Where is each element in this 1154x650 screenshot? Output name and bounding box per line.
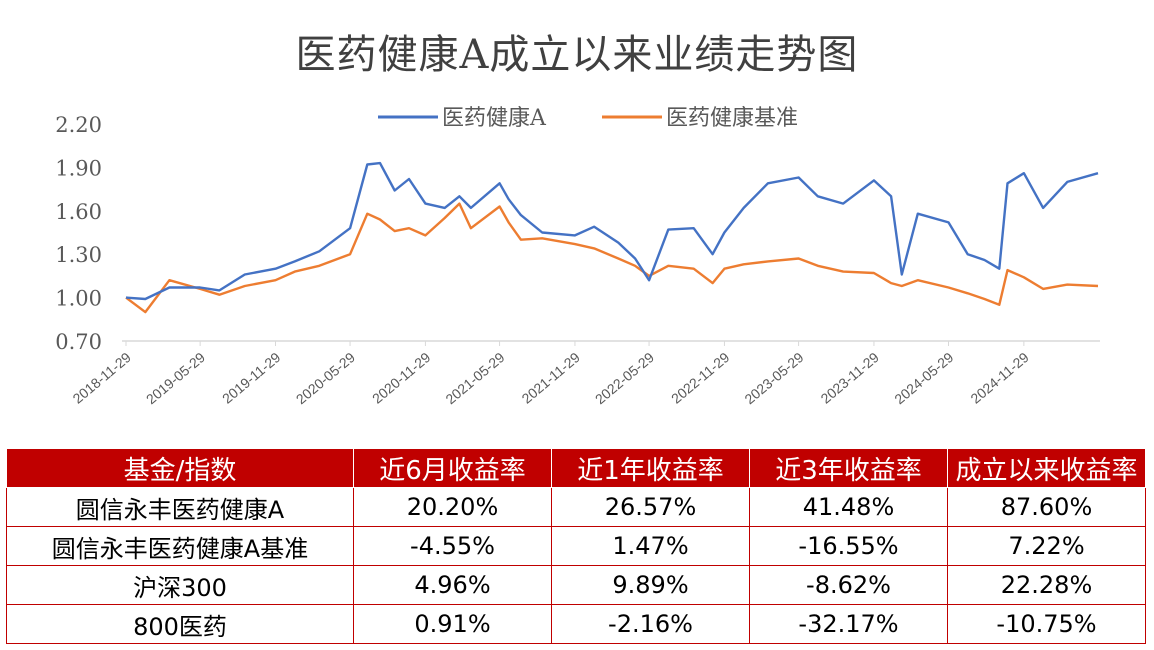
cell-name: 沪深300: [6, 565, 354, 605]
table-row: 圆信永丰医药健康A基准 -4.55% 1.47% -16.55% 7.22%: [6, 526, 1146, 566]
x-tick-label: 2020-05-29: [293, 349, 358, 407]
legend: 医药健康A 医药健康基准: [378, 106, 798, 131]
y-tick-label: 1.60: [55, 200, 102, 224]
cell-name: 圆信永丰医药健康A: [6, 487, 354, 527]
header-fund: 基金/指数: [6, 448, 354, 488]
cell-6m: 4.96%: [353, 565, 552, 605]
x-tick-label: 2019-11-29: [219, 349, 284, 407]
series-layer: [125, 161, 1099, 314]
cell-name: 800医药: [6, 604, 354, 644]
x-tick-label: 2022-05-29: [592, 349, 657, 407]
header-since-inception: 成立以来收益率: [947, 448, 1146, 488]
cell-since-inception: -10.75%: [947, 604, 1146, 644]
cell-since-inception: 7.22%: [947, 526, 1146, 566]
table-row: 800医药 0.91% -2.16% -32.17% -10.75%: [6, 604, 1146, 644]
cell-1y: -2.16%: [551, 604, 750, 644]
cell-since-inception: 22.28%: [947, 565, 1146, 605]
header-3y: 近3年收益率: [749, 448, 948, 488]
cell-3y: 41.48%: [749, 487, 948, 527]
x-tick-label: 2018-11-29: [70, 349, 135, 407]
cell-1y: 26.57%: [551, 487, 750, 527]
x-tick-label: 2022-11-29: [668, 349, 733, 407]
cell-1y: 1.47%: [551, 526, 750, 566]
x-tick-label: 2023-11-29: [818, 349, 883, 407]
x-tick-label: 2021-11-29: [519, 349, 584, 407]
series-line: [125, 161, 1099, 301]
y-tick-label: 1.30: [55, 243, 102, 267]
cell-6m: -4.55%: [353, 526, 552, 566]
legend-label: 医药健康A: [442, 106, 547, 131]
x-tick-label: 2021-05-29: [442, 349, 507, 407]
cell-name: 圆信永丰医药健康A基准: [6, 526, 354, 566]
legend-label: 医药健康基准: [666, 106, 798, 131]
cell-since-inception: 87.60%: [947, 487, 1146, 527]
chart-title: 医药健康A成立以来业绩走势图: [295, 32, 859, 78]
line-chart: 医药健康A 医药健康基准 0.70 1.00 1.30 1.60 1.90 2.20 201…: [55, 106, 1100, 407]
cell-3y: -32.17%: [749, 604, 948, 644]
x-tick-label: 2024-11-29: [967, 349, 1032, 407]
table-row: 沪深300 4.96% 9.89% -8.62% 22.28%: [6, 565, 1146, 605]
series-line: [125, 202, 1099, 314]
x-tick-label: 2023-05-29: [741, 349, 806, 407]
table-header-row: 基金/指数 近6月收益率 近1年收益率 近3年收益率 成立以来收益率: [6, 448, 1146, 488]
header-6m: 近6月收益率: [353, 448, 552, 488]
y-tick-label: 2.20: [55, 113, 102, 137]
x-tick-label: 2020-11-29: [369, 349, 434, 407]
cell-3y: -8.62%: [749, 565, 948, 605]
header-1y: 近1年收益率: [551, 448, 750, 488]
y-tick-label: 1.90: [55, 156, 102, 180]
table-row: 圆信永丰医药健康A 20.20% 26.57% 41.48% 87.60%: [6, 487, 1146, 527]
x-tick-label: 2024-05-29: [891, 349, 956, 407]
cell-3y: -16.55%: [749, 526, 948, 566]
y-axis: 0.70 1.00 1.30 1.60 1.90 2.20: [55, 113, 102, 354]
cell-6m: 20.20%: [353, 487, 552, 527]
y-tick-label: 0.70: [55, 330, 102, 354]
cell-1y: 9.89%: [551, 565, 750, 605]
cell-6m: 0.91%: [353, 604, 552, 644]
x-tick-label: 2019-05-29: [143, 349, 208, 407]
x-axis: 2018-11-29 2019-05-29 2019-11-29 2020-05-29…: [70, 341, 1032, 407]
performance-table: 基金/指数 近6月收益率 近1年收益率 近3年收益率 成立以来收益率 圆信永丰医…: [6, 448, 1146, 644]
y-tick-label: 1.00: [55, 287, 102, 311]
